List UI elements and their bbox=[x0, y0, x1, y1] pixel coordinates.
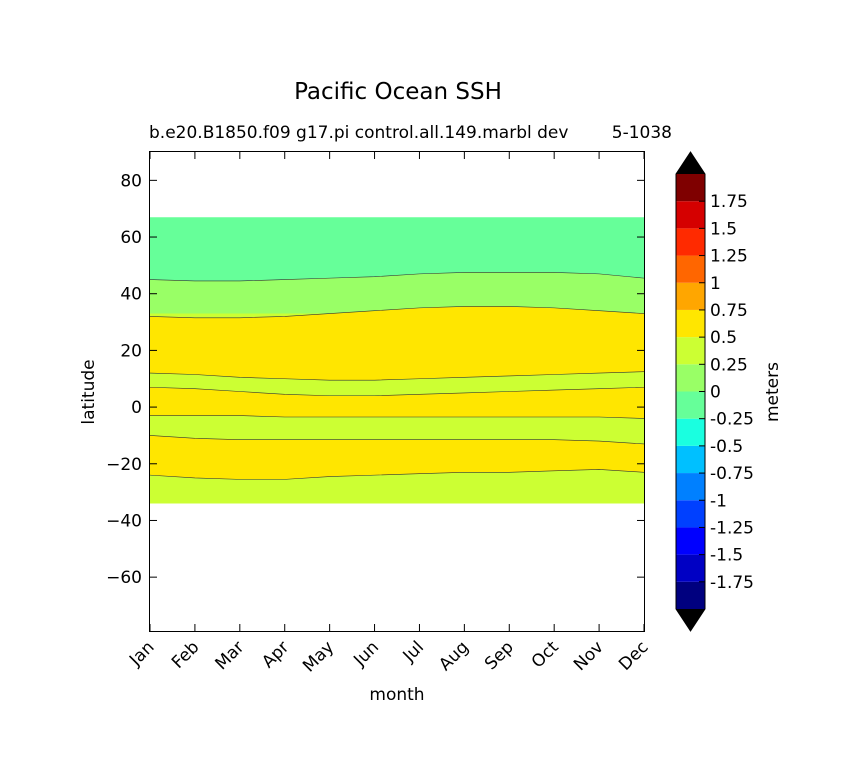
colorbar-tick-label: -1 bbox=[710, 491, 727, 511]
colorbar-tick-label: -0.5 bbox=[710, 437, 743, 457]
colorbar-tick-label: 1 bbox=[710, 274, 721, 294]
y-tick-label: −60 bbox=[106, 568, 142, 588]
colorbar-segment bbox=[676, 473, 705, 501]
contour-line-3 bbox=[149, 371, 645, 381]
colorbar-tick-label: -1.25 bbox=[710, 518, 754, 538]
colorbar-tick-label: -0.75 bbox=[710, 464, 754, 484]
colorbar-tick-label: 1.25 bbox=[710, 247, 748, 267]
colorbar-segment bbox=[676, 228, 705, 256]
contour-line-1 bbox=[149, 306, 645, 319]
colorbar-segment bbox=[676, 554, 705, 582]
colorbar-segment bbox=[676, 364, 705, 392]
chart-subtitle-left: b.e20.B1850.f09 g17.pi control.all.149.m… bbox=[149, 123, 568, 143]
y-tick-label: 80 bbox=[120, 171, 142, 191]
y-tick-label: −40 bbox=[106, 511, 142, 531]
y-tick-label: 60 bbox=[120, 228, 142, 248]
colorbar-outline bbox=[675, 151, 706, 632]
x-tick-label: Dec bbox=[615, 637, 652, 674]
colorbar-segment bbox=[676, 445, 705, 474]
colorbar-tick-label: 0.75 bbox=[710, 301, 748, 321]
x-tick-label: Mar bbox=[212, 637, 249, 674]
colorbar-segment bbox=[676, 201, 705, 229]
colorbar: -1.75 -1.5 -1.25 -1 -0.75 -0.5 -0.25 0 0.25 0.5 0.… bbox=[675, 151, 754, 632]
x-tick-label: Feb bbox=[168, 637, 203, 672]
colorbar-tick-label: 1.75 bbox=[710, 192, 748, 212]
colorbar-tick-label: 1.5 bbox=[710, 219, 737, 239]
chart-subtitle-right: 5-1038 bbox=[612, 123, 672, 143]
x-tick-label: Apr bbox=[258, 637, 293, 672]
colorbar-label: meters bbox=[763, 362, 783, 422]
y-tick-label: 0 bbox=[131, 398, 142, 418]
colorbar-segment bbox=[676, 500, 705, 528]
contour-line-4 bbox=[149, 386, 645, 397]
contour-line-0 bbox=[149, 272, 645, 282]
colorbar-segment bbox=[676, 581, 705, 609]
colorbar-tick-label: -1.75 bbox=[710, 573, 754, 593]
contour-line-2 bbox=[149, 469, 645, 480]
x-tick-label: Nov bbox=[570, 637, 608, 675]
colorbar-tick-label: 0 bbox=[710, 383, 721, 403]
contour-line-6 bbox=[149, 435, 645, 445]
colorbar-tick-label: 0.25 bbox=[710, 355, 748, 375]
x-tick-label: Jul bbox=[399, 637, 428, 666]
colorbar-segment bbox=[676, 391, 705, 419]
colorbar-segment bbox=[676, 174, 705, 202]
contour-band-6 bbox=[150, 415, 644, 444]
colorbar-segment bbox=[676, 309, 705, 338]
x-axis-label: month bbox=[369, 685, 424, 705]
y-axis: −60 −40 −20 0 20 40 60 80 bbox=[106, 171, 644, 588]
x-tick-label: Oct bbox=[528, 637, 563, 672]
colorbar-tick-label: -1.5 bbox=[710, 546, 743, 566]
colorbar-segment bbox=[676, 255, 705, 283]
x-tick-label: Jun bbox=[349, 637, 383, 671]
y-tick-label: −20 bbox=[106, 455, 142, 475]
chart-title: Pacific Ocean SSH bbox=[294, 79, 502, 105]
contour-band-0 bbox=[150, 217, 644, 281]
y-tick-label: 40 bbox=[120, 285, 142, 305]
colorbar-segment bbox=[676, 282, 705, 310]
plot-area-fills bbox=[150, 217, 644, 504]
colorbar-extend-min bbox=[676, 609, 705, 631]
colorbar-segment bbox=[676, 527, 705, 555]
colorbar-tick-label: 0.5 bbox=[710, 328, 737, 348]
contour-line-5 bbox=[150, 415, 645, 419]
y-axis-label: latitude bbox=[79, 359, 99, 424]
colorbar-segment bbox=[676, 418, 705, 446]
y-tick-label: 20 bbox=[120, 341, 142, 361]
x-tick-label: Sep bbox=[481, 637, 518, 674]
colorbar-segment bbox=[676, 337, 705, 365]
contour-band-4 bbox=[150, 469, 644, 504]
contour-band-5 bbox=[150, 371, 644, 396]
x-tick-label: May bbox=[299, 637, 338, 676]
plot-contour-lines bbox=[149, 272, 645, 480]
colorbar-tick-label: -0.25 bbox=[710, 410, 754, 430]
contour-band-1 bbox=[150, 272, 644, 314]
x-tick-label: Jan bbox=[125, 637, 158, 670]
colorbar-extend-max bbox=[676, 152, 705, 174]
plot-frame bbox=[149, 151, 645, 632]
x-tick-label: Aug bbox=[435, 637, 473, 675]
